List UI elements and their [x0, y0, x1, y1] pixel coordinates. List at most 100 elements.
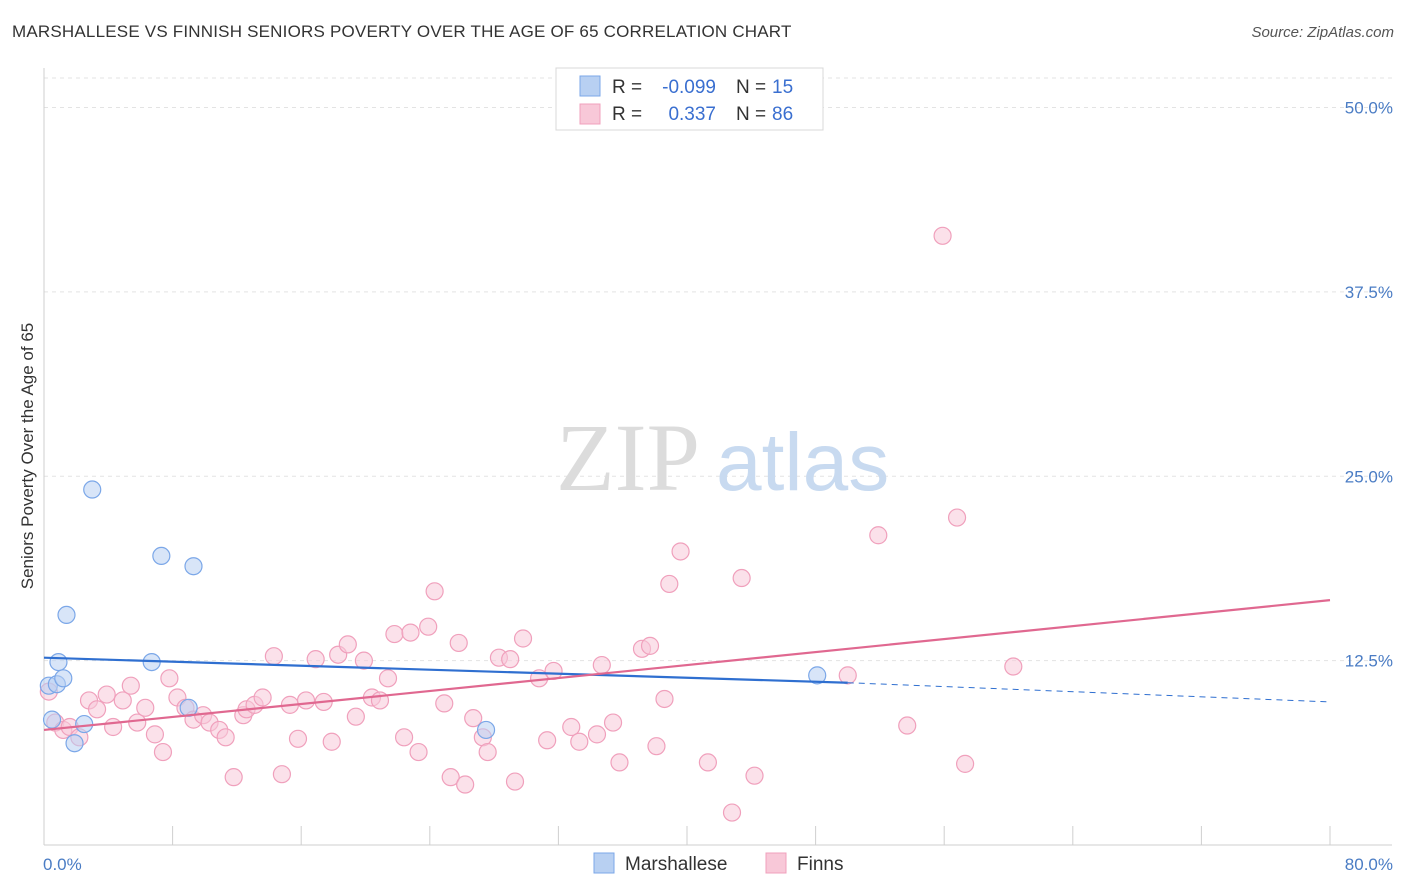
point-marshallese — [476, 720, 496, 740]
series-legend: Marshallese Finns — [593, 852, 843, 875]
point-finns — [933, 226, 952, 245]
y-tick-label: 37.5% — [1345, 283, 1393, 302]
point-finns — [464, 709, 483, 728]
y-tick-label: 25.0% — [1345, 467, 1393, 486]
x-tick-label-right: 80.0% — [1345, 855, 1393, 874]
trend-line-marshallese-extension — [847, 682, 1331, 703]
point-marshallese — [42, 710, 62, 729]
point-finns — [346, 707, 365, 726]
point-marshallese — [83, 480, 102, 499]
point-marshallese — [54, 669, 73, 688]
point-finns — [87, 700, 107, 719]
point-marshallese — [152, 546, 171, 566]
legend-swatch-marshallese — [579, 75, 601, 97]
legend-r-value-finns: 0.337 — [668, 104, 716, 125]
legend-r-value-marshallese: -0.099 — [662, 77, 716, 98]
point-finns — [655, 689, 674, 709]
point-finns — [145, 725, 165, 744]
x-tick-label-left: 0.0% — [43, 855, 82, 874]
point-finns — [671, 542, 690, 561]
series-legend-swatch-finns — [765, 852, 787, 874]
point-finns — [955, 754, 975, 773]
point-finns — [603, 713, 623, 732]
legend-r-label-marshallese: R = — [612, 77, 642, 98]
point-finns — [513, 629, 533, 648]
point-finns — [153, 742, 173, 762]
point-finns — [592, 655, 611, 675]
legend-n-label-marshallese: N = — [736, 77, 766, 98]
series-marshallese-points — [39, 480, 827, 753]
series-finns-points — [39, 226, 1023, 822]
point-finns — [732, 568, 751, 588]
y-tick-labels: 12.5% 25.0% 37.5% 50.0% — [1345, 99, 1393, 671]
point-marshallese — [49, 652, 68, 672]
legend-n-value-marshallese: 15 — [772, 77, 793, 98]
point-finns — [394, 728, 414, 747]
point-finns — [113, 691, 132, 710]
point-finns — [272, 765, 292, 784]
point-finns — [216, 728, 235, 747]
trend-line-marshallese — [43, 656, 848, 684]
point-finns — [647, 737, 666, 756]
legend-swatch-finns — [579, 103, 601, 125]
point-finns — [538, 731, 557, 750]
point-finns — [869, 526, 888, 545]
series-legend-label-finns: Finns — [797, 854, 843, 875]
legend-n-value-finns: 86 — [772, 104, 793, 125]
point-marshallese — [57, 605, 76, 625]
point-finns — [378, 669, 398, 688]
point-finns — [587, 725, 607, 744]
point-finns — [97, 685, 116, 704]
point-finns — [264, 647, 283, 666]
source-credit: Source: ZipAtlas.com — [1251, 24, 1394, 41]
point-finns — [449, 633, 468, 653]
point-marshallese — [65, 734, 84, 753]
point-marshallese — [808, 666, 827, 685]
point-finns — [128, 713, 147, 732]
point-finns — [354, 651, 373, 670]
point-finns — [562, 717, 581, 737]
point-finns — [425, 582, 444, 601]
point-finns — [1004, 657, 1023, 676]
y-axis-title: Seniors Poverty Over the Age of 65 — [18, 323, 37, 589]
point-finns — [253, 688, 272, 707]
point-finns — [698, 753, 717, 772]
point-finns — [640, 636, 660, 655]
point-finns — [478, 742, 497, 762]
stats-legend: R = -0.099 N = 15 R = 0.337 N = 86 — [555, 67, 824, 131]
point-finns — [224, 768, 243, 787]
point-marshallese — [184, 557, 203, 576]
point-finns — [385, 624, 404, 644]
point-finns — [505, 772, 525, 791]
point-finns — [419, 617, 438, 636]
point-finns — [441, 768, 460, 787]
point-finns — [104, 717, 123, 737]
point-finns — [722, 803, 742, 822]
grid-lines — [44, 77, 1392, 662]
legend-n-label-finns: N = — [736, 104, 766, 125]
series-legend-label-marshallese: Marshallese — [625, 854, 727, 875]
point-finns — [296, 691, 316, 710]
y-tick-label: 12.5% — [1345, 652, 1393, 671]
point-finns — [306, 650, 325, 669]
point-finns — [947, 508, 967, 527]
point-finns — [501, 650, 520, 669]
trend-line-finns — [43, 599, 1331, 732]
point-finns — [898, 716, 917, 735]
point-finns — [838, 666, 857, 685]
y-tick-label: 50.0% — [1345, 99, 1393, 118]
point-finns — [338, 635, 357, 654]
point-finns — [322, 732, 341, 751]
point-finns — [745, 766, 764, 785]
point-finns — [136, 698, 155, 717]
point-finns — [409, 742, 428, 762]
watermark-atlas: atlas — [716, 417, 889, 508]
point-finns — [660, 574, 679, 594]
watermark-zip: ZIP — [556, 404, 700, 511]
point-finns — [401, 623, 420, 642]
point-finns — [570, 732, 589, 751]
point-finns — [160, 669, 179, 688]
legend-r-label-finns: R = — [612, 104, 642, 125]
point-marshallese — [75, 714, 94, 734]
